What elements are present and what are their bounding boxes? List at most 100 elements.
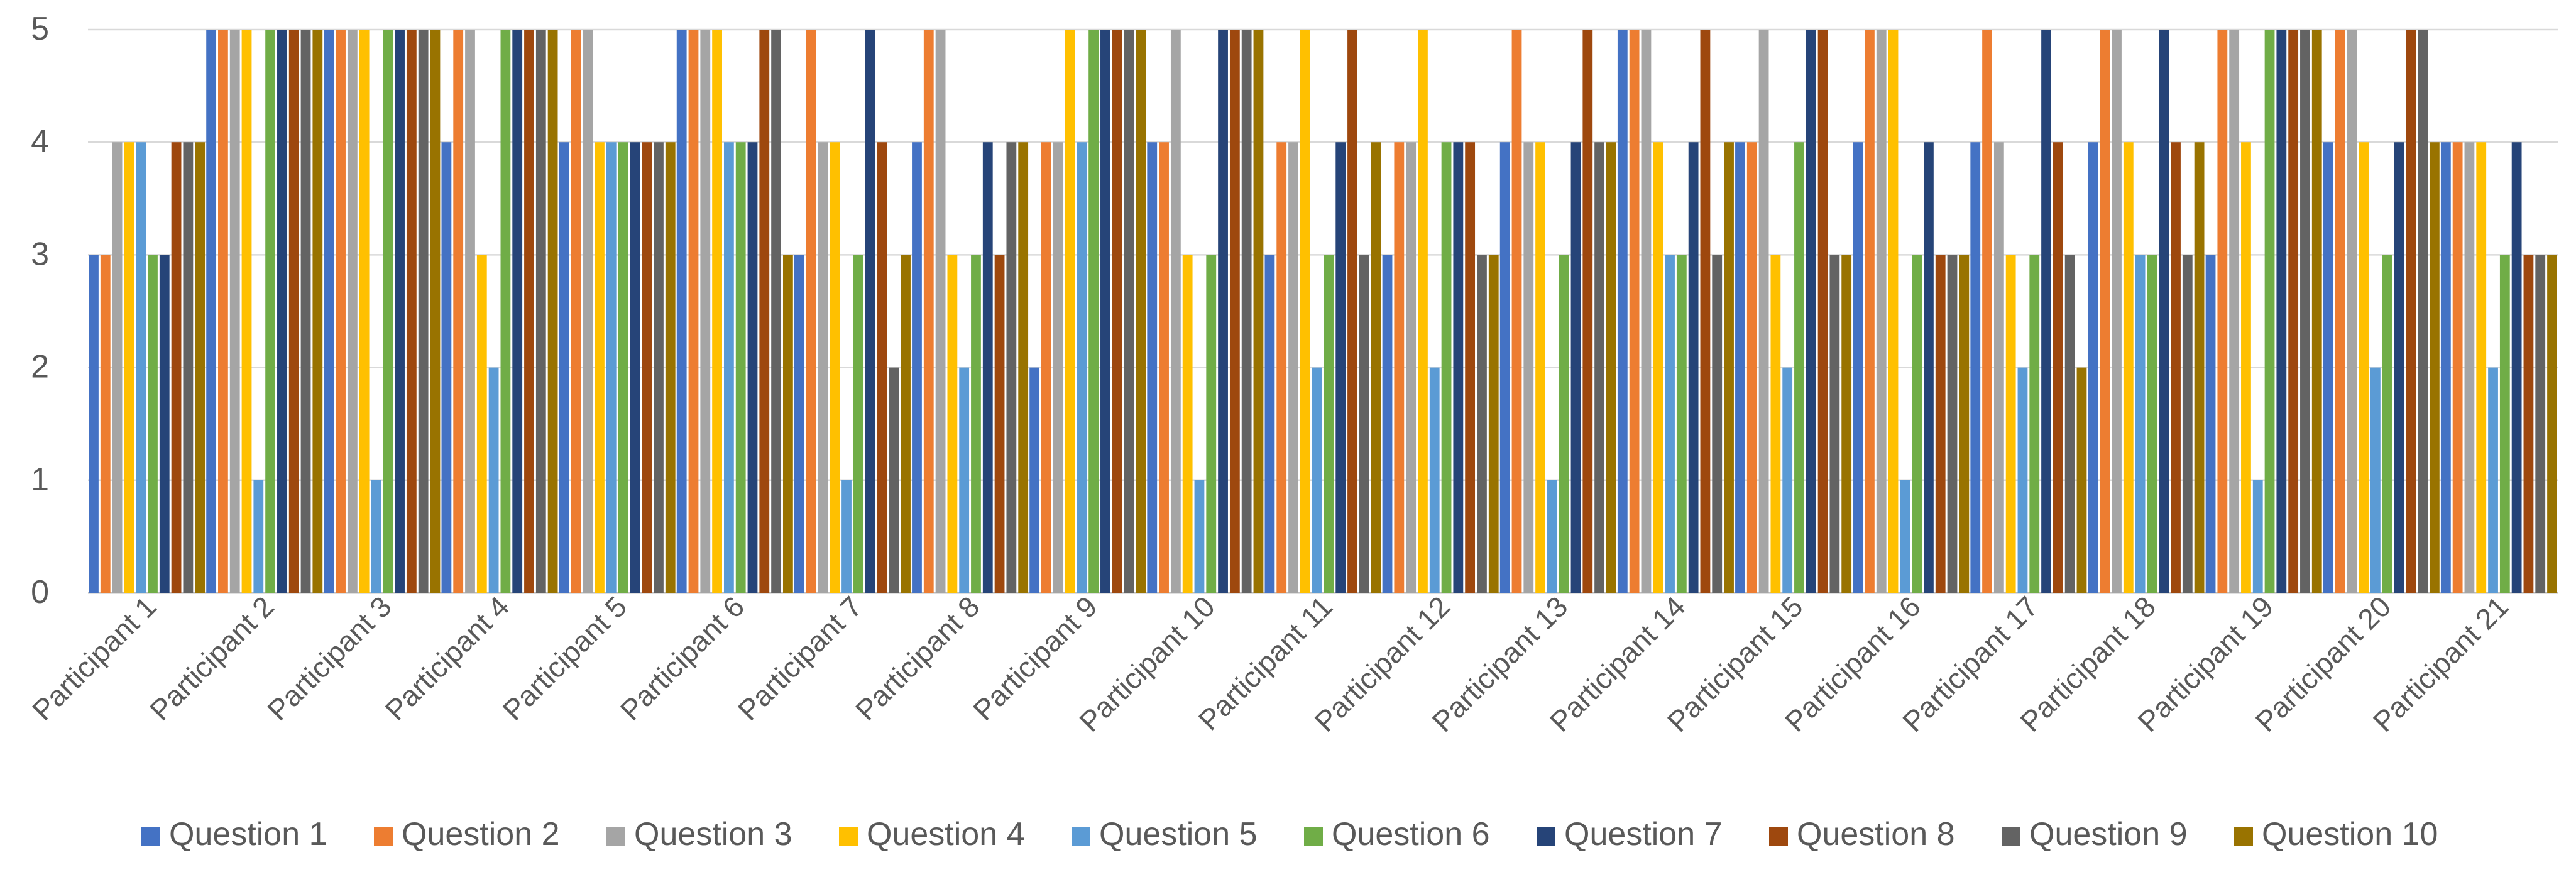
- legend-swatch: [374, 827, 393, 846]
- bar-7-8: [877, 142, 887, 593]
- bar-16-2: [1865, 30, 1875, 593]
- bar-11-9: [1359, 255, 1369, 593]
- bar-14-2: [1629, 30, 1640, 593]
- bar-13-5: [1547, 480, 1557, 593]
- bar-5-3: [583, 30, 593, 593]
- bar-11-3: [1288, 142, 1298, 593]
- bar-20-6: [2382, 255, 2392, 593]
- bar-13-2: [1511, 30, 1522, 593]
- bar-5-8: [642, 142, 652, 593]
- bar-7-9: [889, 367, 899, 593]
- bar-4-9: [535, 30, 546, 593]
- legend-swatch: [1072, 827, 1090, 846]
- bar-20-8: [2406, 30, 2416, 593]
- bar-6-5: [723, 142, 734, 593]
- bar-10-3: [1170, 30, 1181, 593]
- legend-item: Question 6: [1304, 816, 1490, 852]
- bar-8-5: [959, 367, 970, 593]
- bar-15-1: [1735, 142, 1745, 593]
- legend-swatch: [141, 827, 160, 846]
- bar-1-10: [195, 142, 206, 593]
- bar-18-2: [2100, 30, 2110, 593]
- bar-3-10: [430, 30, 441, 593]
- bar-17-10: [2076, 367, 2087, 593]
- bar-3-5: [371, 480, 381, 593]
- x-tick-label: Participant 8: [849, 590, 986, 727]
- bar-19-8: [2288, 30, 2299, 593]
- bar-3-6: [383, 30, 393, 593]
- bar-20-1: [2323, 142, 2333, 593]
- bar-18-10: [2194, 142, 2205, 593]
- legend-item: Question 5: [1072, 816, 1258, 852]
- bar-3-4: [359, 30, 370, 593]
- legend-item: Question 10: [2234, 816, 2438, 852]
- bar-16-10: [1959, 255, 1970, 593]
- bar-6-2: [688, 30, 699, 593]
- bar-15-3: [1758, 30, 1769, 593]
- bar-21-1: [2440, 142, 2451, 593]
- bar-9-1: [1029, 367, 1040, 593]
- bar-8-3: [935, 30, 946, 593]
- bar-18-3: [2112, 30, 2122, 593]
- y-tick-label: 5: [31, 11, 49, 47]
- bar-11-7: [1335, 142, 1346, 593]
- bar-4-2: [453, 30, 464, 593]
- bar-16-8: [1935, 255, 1946, 593]
- legend-swatch: [1769, 827, 1788, 846]
- bar-12-8: [1465, 142, 1476, 593]
- bar-14-6: [1676, 255, 1687, 593]
- bar-20-3: [2347, 30, 2357, 593]
- bar-6-4: [712, 30, 722, 593]
- bar-2-5: [253, 480, 264, 593]
- bar-5-7: [630, 142, 640, 593]
- bar-10-6: [1206, 255, 1217, 593]
- bar-10-5: [1194, 480, 1205, 593]
- bar-7-2: [806, 30, 816, 593]
- bar-15-9: [1829, 255, 1840, 593]
- bar-1-1: [89, 255, 99, 593]
- y-tick-label: 2: [31, 349, 49, 385]
- bar-17-8: [2053, 142, 2063, 593]
- legend-item: Question 7: [1537, 816, 1723, 852]
- bar-19-7: [2276, 30, 2287, 593]
- gridlines: [88, 28, 2558, 594]
- legend-swatch: [1537, 827, 1555, 846]
- bar-2-8: [288, 30, 299, 593]
- bar-18-5: [2135, 255, 2146, 593]
- bar-6-1: [676, 30, 687, 593]
- bar-17-9: [2064, 255, 2075, 593]
- legend-item: Question 1: [141, 816, 327, 852]
- bar-13-3: [1523, 142, 1534, 593]
- bar-8-8: [994, 255, 1005, 593]
- bar-21-7: [2511, 142, 2522, 593]
- y-tick-label: 1: [31, 461, 49, 498]
- legend-item: Question 4: [839, 816, 1025, 852]
- bar-8-4: [947, 255, 958, 593]
- bar-2-9: [300, 30, 311, 593]
- bar-20-4: [2359, 142, 2369, 593]
- bar-15-5: [1782, 367, 1793, 593]
- legend-item: Question 3: [606, 816, 792, 852]
- bar-7-1: [794, 255, 804, 593]
- bar-5-4: [595, 142, 605, 593]
- bar-14-7: [1688, 142, 1699, 593]
- bar-6-6: [735, 142, 746, 593]
- bar-9-3: [1053, 142, 1063, 593]
- bar-20-9: [2418, 30, 2428, 593]
- bar-12-3: [1406, 142, 1417, 593]
- x-tick-label: Participant 2: [143, 590, 280, 727]
- bar-14-5: [1665, 255, 1675, 593]
- bar-7-4: [830, 142, 840, 593]
- bar-2-3: [229, 30, 240, 593]
- legend-label: Question 2: [402, 816, 560, 852]
- y-tick-label: 0: [31, 574, 49, 610]
- bar-13-4: [1535, 142, 1545, 593]
- bar-13-9: [1594, 142, 1604, 593]
- legend-label: Question 10: [2262, 816, 2438, 852]
- bar-12-7: [1453, 142, 1464, 593]
- bar-1-5: [136, 142, 146, 593]
- bar-13-7: [1570, 142, 1581, 593]
- bar-14-1: [1617, 30, 1628, 593]
